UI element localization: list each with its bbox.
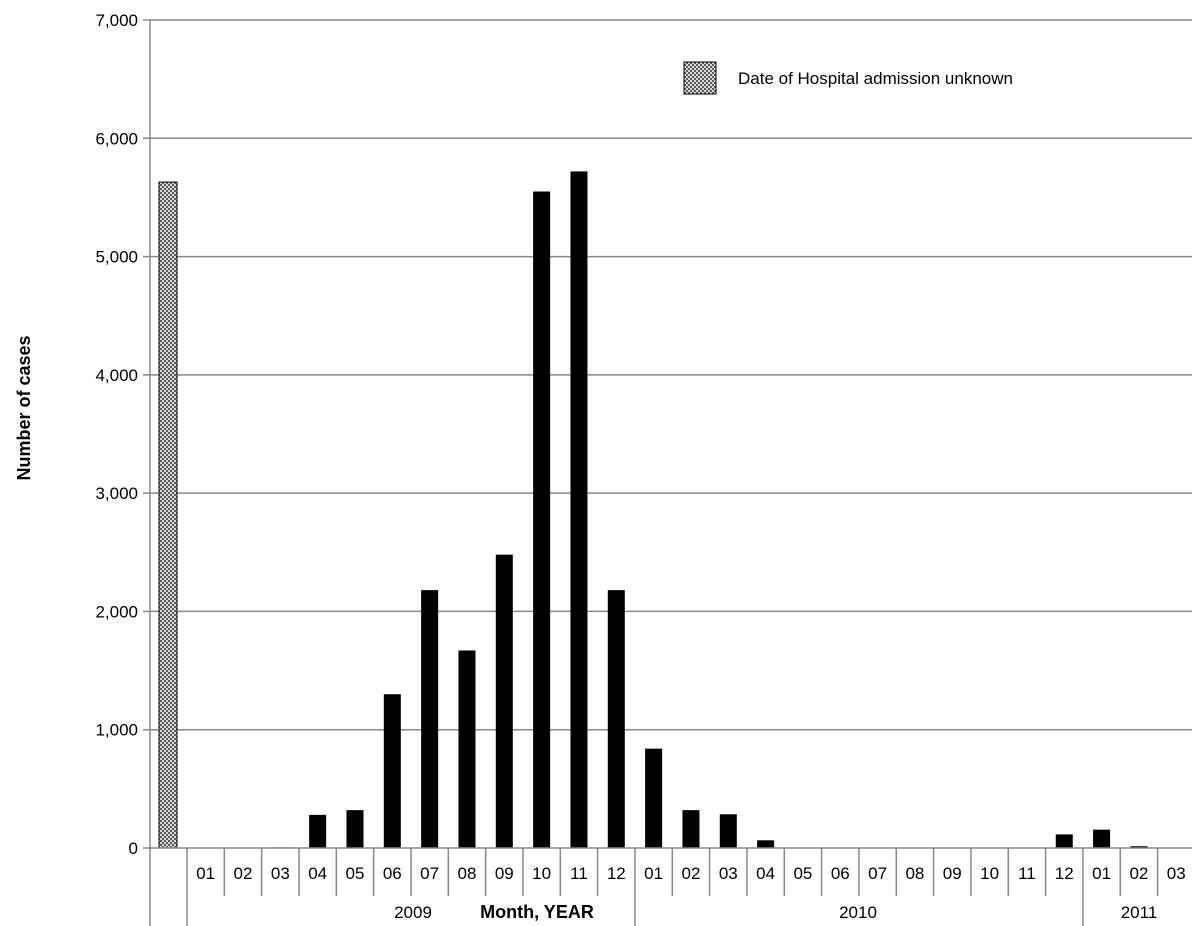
y-tick-label: 4,000 [95, 366, 138, 385]
x-tick-label: 08 [458, 864, 477, 883]
legend-swatch [683, 61, 717, 95]
x-tick-label: 04 [756, 864, 775, 883]
x-tick-label: 01 [1092, 864, 1111, 883]
year-label: 2009 [394, 903, 432, 922]
legend-label: Date of Hospital admission unknown [738, 69, 1013, 88]
y-tick-label: 3,000 [95, 484, 138, 503]
x-tick-label: 09 [943, 864, 962, 883]
x-tick-label: 09 [495, 864, 514, 883]
bar [757, 840, 775, 848]
x-tick-label: 07 [868, 864, 887, 883]
x-tick-label: 01 [196, 864, 215, 883]
unknown-date-bar [158, 181, 178, 849]
x-tick-label: 07 [420, 864, 439, 883]
bar [309, 814, 327, 848]
legend: Date of Hospital admission unknown [683, 61, 1013, 95]
x-tick-label: 12 [607, 864, 626, 883]
y-tick-label: 1,000 [95, 721, 138, 740]
y-axis-title: Number of cases [14, 335, 34, 480]
x-tick-label: 05 [793, 864, 812, 883]
x-tick-label: 02 [234, 864, 253, 883]
x-tick-label: 10 [532, 864, 551, 883]
x-tick-label: 05 [346, 864, 365, 883]
y-tick-label: 6,000 [95, 129, 138, 148]
bar [533, 191, 551, 848]
x-tick-label: 10 [980, 864, 999, 883]
y-tick-label: 5,000 [95, 248, 138, 267]
year-label: 2011 [1121, 903, 1158, 922]
bar [570, 171, 588, 849]
bar [495, 554, 513, 848]
y-tick-label: 7,000 [95, 11, 138, 30]
x-tick-label: 11 [1018, 864, 1036, 883]
bar [1055, 834, 1073, 848]
y-axis: 0 1,000 2,000 3,000 4,000 5,000 6,000 7,000 [95, 11, 151, 926]
bar [383, 694, 401, 848]
bar [346, 810, 364, 848]
bar [458, 650, 476, 848]
bar [719, 814, 737, 848]
bar [645, 748, 663, 848]
bar [607, 590, 625, 848]
x-tick-label: 11 [570, 864, 588, 883]
bar [421, 590, 439, 848]
y-tick-label: 0 [129, 839, 138, 858]
x-tick-label: 12 [1055, 864, 1074, 883]
x-tick-label: 03 [271, 864, 290, 883]
x-axis-title: Month, YEAR [480, 902, 594, 922]
x-tick-label: 01 [644, 864, 663, 883]
x-tick-label: 06 [831, 864, 850, 883]
x-tick-label: 03 [719, 864, 738, 883]
gridlines [150, 19, 1192, 731]
year-label: 2010 [839, 903, 877, 922]
x-tick-label: 08 [905, 864, 924, 883]
bar [682, 810, 700, 848]
bar [1093, 829, 1111, 848]
x-tick-label: 04 [308, 864, 327, 883]
y-tick-label: 2,000 [95, 602, 138, 621]
x-tick-label: 03 [1167, 864, 1186, 883]
bar [1130, 846, 1148, 848]
bars [158, 171, 1148, 849]
x-tick-label: 02 [681, 864, 700, 883]
x-tick-label: 02 [1129, 864, 1148, 883]
x-tick-label: 06 [383, 864, 402, 883]
x-axis: 01 02 03 04 05 06 07 08 09 10 11 12 01 02 03 04 05 06 07 08… [150, 847, 1192, 926]
